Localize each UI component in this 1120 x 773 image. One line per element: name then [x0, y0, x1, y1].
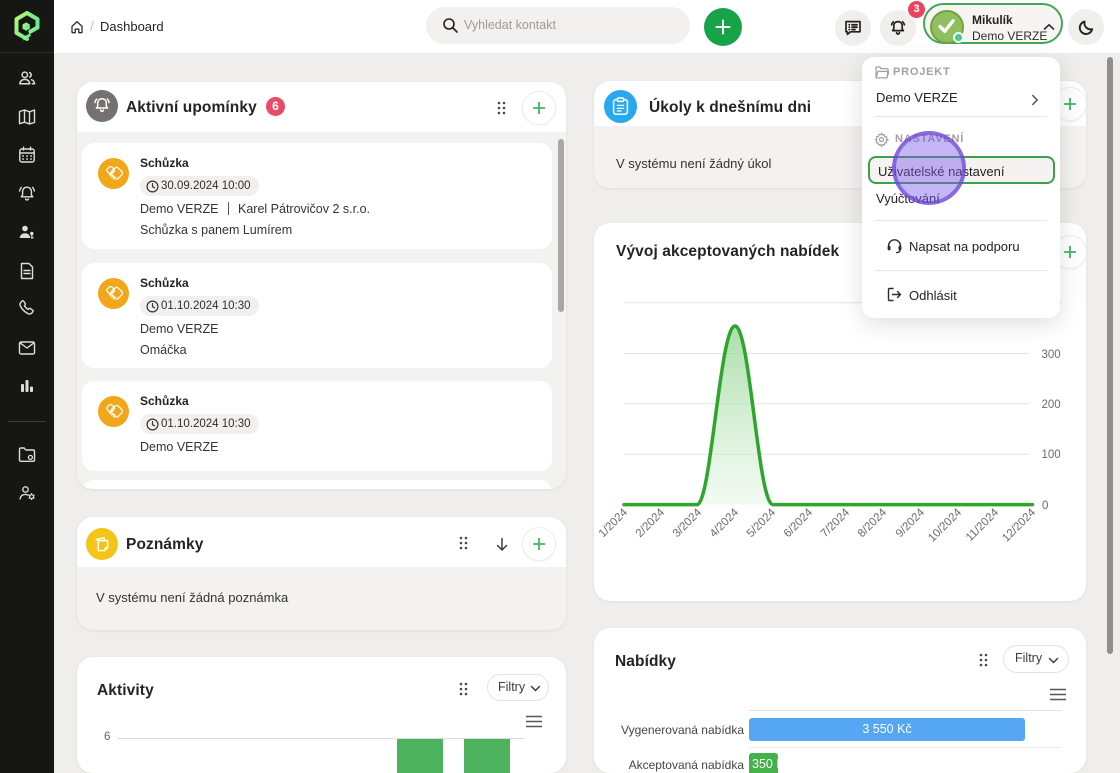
svg-text:7/2024: 7/2024: [819, 506, 853, 540]
svg-text:11/2024: 11/2024: [964, 506, 1002, 544]
svg-text:2/2024: 2/2024: [634, 506, 668, 540]
svg-text:300: 300: [1042, 349, 1061, 361]
svg-text:0: 0: [1042, 500, 1048, 512]
svg-text:3/2024: 3/2024: [671, 506, 705, 540]
svg-text:12/2024: 12/2024: [1000, 506, 1038, 544]
svg-text:100: 100: [1042, 449, 1061, 461]
svg-text:9/2024: 9/2024: [894, 506, 928, 540]
svg-text:10/2024: 10/2024: [926, 506, 964, 544]
svg-text:6/2024: 6/2024: [782, 506, 816, 540]
svg-text:5/2024: 5/2024: [745, 506, 779, 540]
svg-text:1/2024: 1/2024: [597, 506, 631, 540]
svg-text:4/2024: 4/2024: [708, 506, 742, 540]
svg-text:8/2024: 8/2024: [856, 506, 890, 540]
svg-text:200: 200: [1042, 399, 1061, 411]
